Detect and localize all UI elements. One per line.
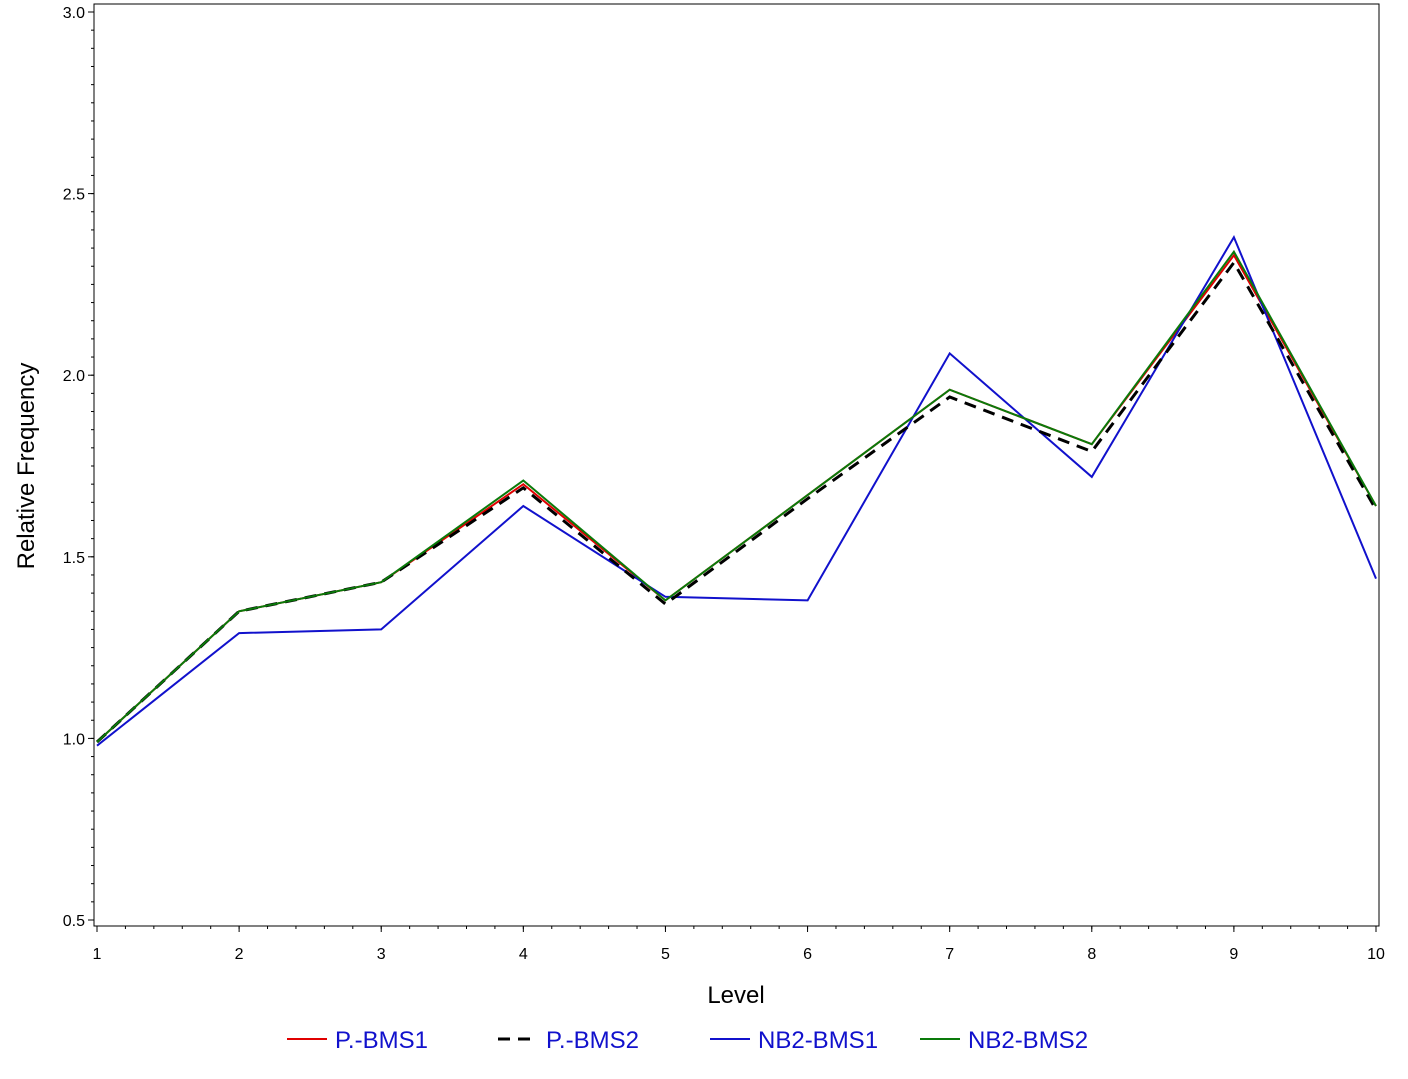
x-tick-label: 3 (377, 946, 386, 963)
x-tick-label: 6 (803, 946, 812, 963)
x-tick-label: 2 (235, 946, 244, 963)
x-tick-label: 5 (661, 946, 670, 963)
legend-label: P.-BMS2 (546, 1027, 639, 1054)
legend: P.-BMS1 P.-BMS2 NB2-BMS1 NB2-BMS2 (287, 1027, 1088, 1054)
x-axis-title: Level (707, 982, 764, 1009)
x-tick-label: 4 (519, 946, 528, 963)
y-tick-label: 3.0 (63, 5, 85, 22)
x-tick-label: 7 (945, 946, 954, 963)
major-ticks (88, 11, 1377, 932)
legend-label: NB2-BMS1 (758, 1027, 878, 1054)
x-tick-label: 8 (1087, 946, 1096, 963)
y-tick-label: 1.5 (63, 550, 85, 567)
minor-ticks (91, 11, 1377, 929)
plot-area-frame (93, 3, 1380, 927)
series-line-p-bms2 (95, 259, 1378, 744)
y-tick-label: 1.0 (63, 731, 85, 748)
x-tick-labels: 1 2 3 4 5 6 7 8 9 10 (93, 946, 1385, 963)
legend-label: NB2-BMS2 (968, 1027, 1088, 1054)
series-line-nb2-bms1 (96, 234, 1377, 747)
x-tick-label: 9 (1229, 946, 1238, 963)
legend-label: P.-BMS1 (335, 1027, 428, 1054)
x-tick-label: 10 (1367, 946, 1385, 963)
series-line-nb2-bms2 (96, 249, 1377, 743)
y-axis-title: Relative Frequency (13, 363, 40, 570)
y-tick-label: 0.5 (63, 913, 85, 930)
x-tick-label: 1 (93, 946, 102, 963)
y-tick-labels: 0.5 1.0 1.5 2.0 2.5 3.0 (63, 5, 85, 930)
y-tick-label: 2.0 (63, 368, 85, 385)
y-tick-label: 2.5 (63, 187, 85, 204)
series-lines (95, 234, 1378, 747)
